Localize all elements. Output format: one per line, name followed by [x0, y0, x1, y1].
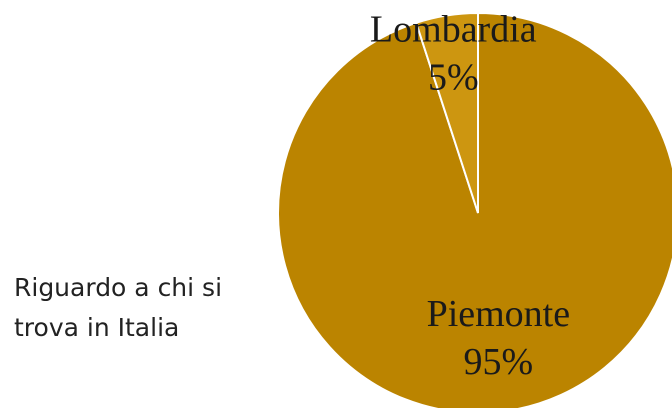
slice-label: Piemonte: [427, 293, 571, 335]
slice-value: 5%: [428, 57, 479, 99]
pie-slice: [414, 11, 479, 214]
chart-title: Riguardo a chi si trova in Italia: [14, 273, 223, 342]
slice-label: Lombardia: [370, 9, 537, 51]
slice-value: 95%: [464, 341, 534, 383]
pie-slice: [277, 11, 672, 408]
